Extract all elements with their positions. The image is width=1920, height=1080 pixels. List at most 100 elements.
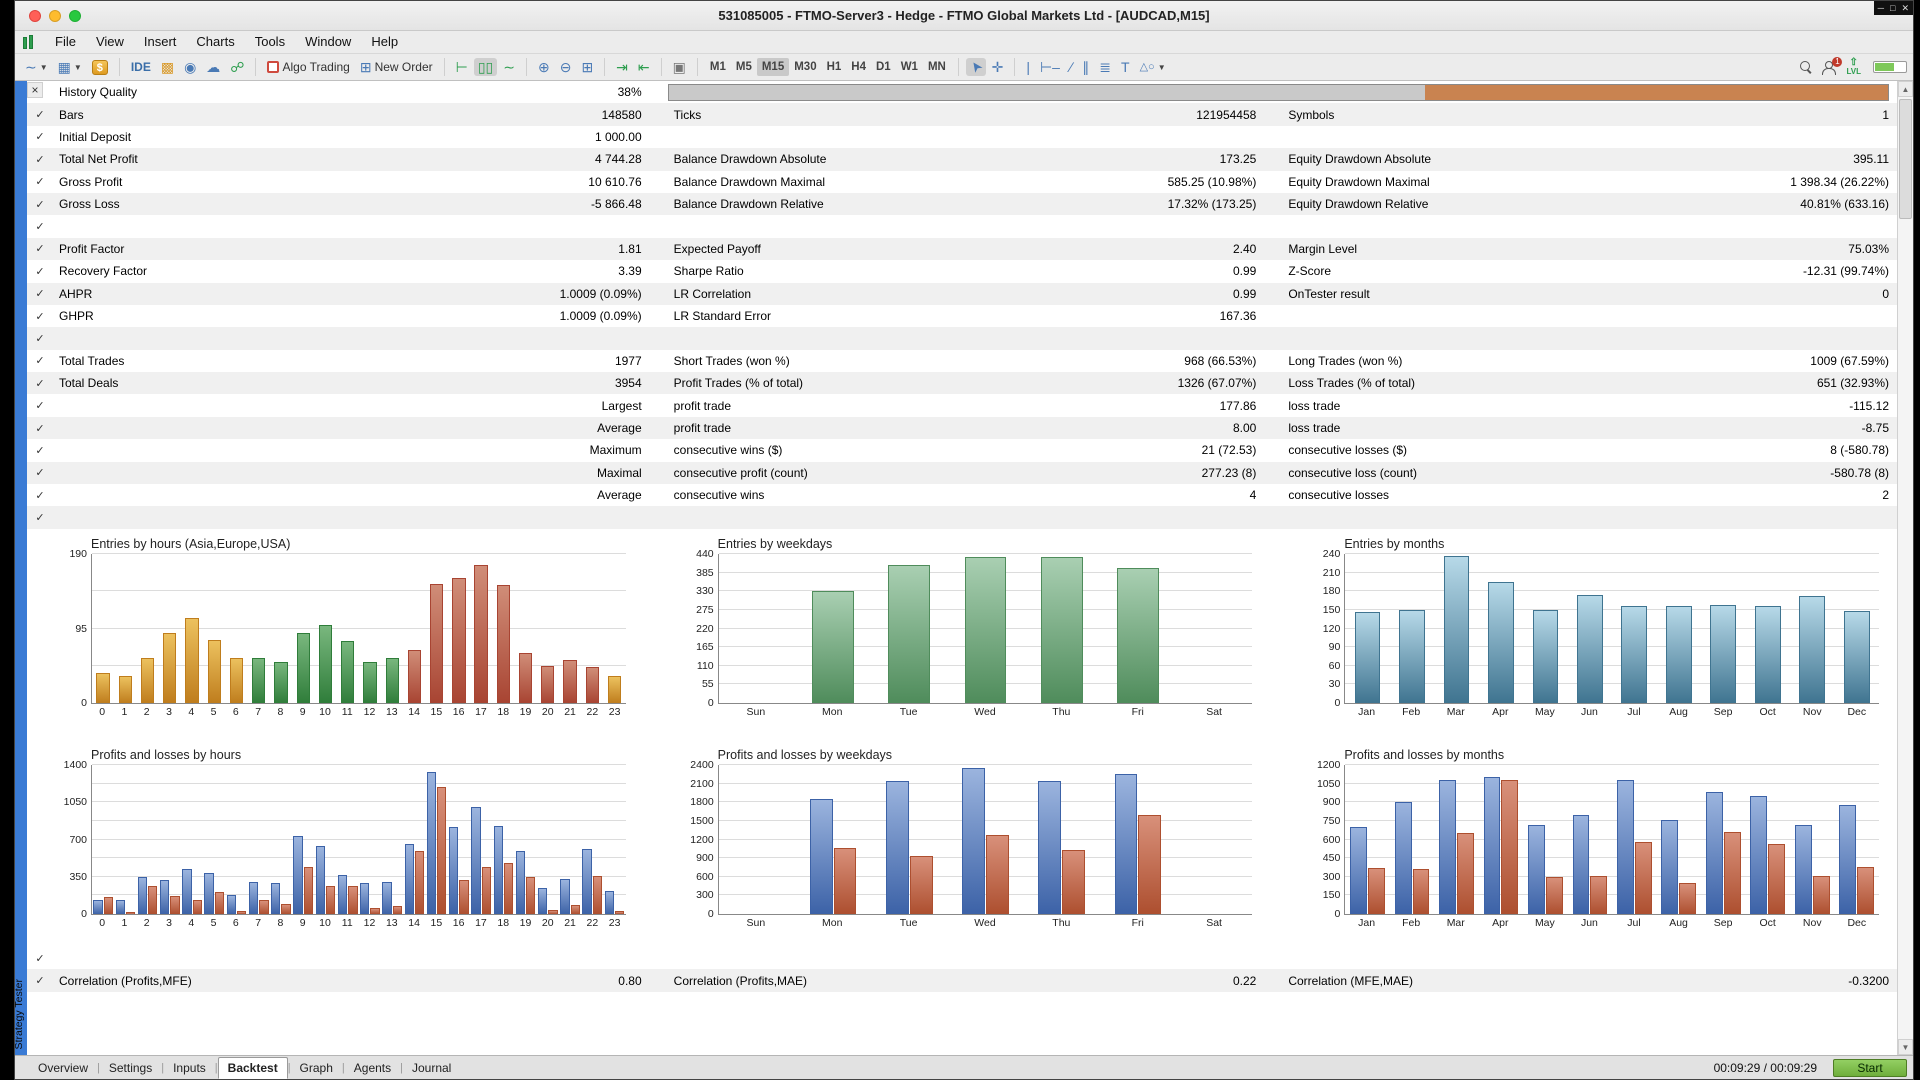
tab-inputs[interactable]: Inputs <box>173 1060 206 1075</box>
horizontal-line-button[interactable]: ⊢– <box>1036 58 1064 76</box>
chart-profile-button[interactable]: ▦ ▼ <box>54 58 86 76</box>
auto-scroll-button[interactable]: ⇤ <box>634 58 654 76</box>
gridline <box>1345 608 1879 610</box>
scroll-up-icon[interactable]: ▲ <box>1898 81 1913 97</box>
timeframe-h1[interactable]: H1 <box>826 61 842 73</box>
row-checkmark-icon[interactable]: ✓ <box>35 176 45 189</box>
menu-item-window[interactable]: Window <box>305 34 352 49</box>
tick-chart-button[interactable]: ⊢ <box>452 58 472 76</box>
timeframe-m15[interactable]: M15 <box>756 58 790 76</box>
row-checkmark-icon[interactable]: ✓ <box>35 310 45 323</box>
timeframe-mn[interactable]: MN <box>927 61 946 73</box>
level-button[interactable]: ⇧ LVL <box>1842 56 1865 78</box>
crosshair-button[interactable]: ✛ <box>988 58 1008 76</box>
ide-button[interactable]: IDE <box>130 60 151 74</box>
minimize-icon[interactable]: ─ <box>1877 3 1885 13</box>
row-checkmark-icon[interactable]: ✓ <box>35 444 45 457</box>
row-checkmark-icon[interactable]: ✓ <box>35 221 45 234</box>
vertical-line-button[interactable]: | <box>1022 58 1034 76</box>
tab-backtest[interactable]: Backtest <box>217 1057 288 1079</box>
row-checkmark-icon[interactable]: ✓ <box>35 975 45 988</box>
menu-item-view[interactable]: View <box>95 34 124 49</box>
cursor-button[interactable]: ➤ <box>966 58 986 77</box>
zoom-traffic-light[interactable] <box>69 9 81 22</box>
row-checkmark-icon[interactable]: ✓ <box>35 153 45 166</box>
scroll-down-icon[interactable]: ▼ <box>1898 1039 1913 1055</box>
row-checkmark-icon[interactable]: ✓ <box>35 952 45 965</box>
bar-usa <box>407 650 422 703</box>
new-chart-button[interactable]: ∼ ▼ <box>21 58 52 76</box>
row-checkmark-icon[interactable]: ✓ <box>35 265 45 278</box>
minimize-traffic-light[interactable] <box>49 9 61 22</box>
timeframe-m1[interactable]: M1 <box>709 61 726 73</box>
bar-profit <box>1394 802 1412 914</box>
timeframe-m30[interactable]: M30 <box>794 61 817 73</box>
new-order-button[interactable]: ⊞ New Order <box>359 59 433 75</box>
zoom-in-icon: ⊕ <box>537 59 550 75</box>
profile-button[interactable]: 1 <box>1818 56 1843 76</box>
trendline-button[interactable]: ∕ <box>1066 58 1076 76</box>
close-icon[interactable]: ✕ <box>1901 3 1909 13</box>
screenshot-button[interactable]: ▣ <box>669 58 690 76</box>
tab-separator: | <box>161 1061 165 1074</box>
panel-close-button[interactable]: × <box>27 82 43 98</box>
timeframe-d1[interactable]: D1 <box>876 61 891 73</box>
fibonacci-button[interactable]: ≣ <box>1095 58 1115 76</box>
stat-cell: Profit Factor 1.81 <box>53 238 668 260</box>
scrollbar-thumb[interactable] <box>1899 99 1912 219</box>
traffic-lights <box>29 9 81 22</box>
bar-chart-button[interactable]: ▯▯ <box>473 58 498 76</box>
menu-item-file[interactable]: File <box>55 34 76 49</box>
y-axis-tick-label: 95 <box>75 622 87 635</box>
tab-graph[interactable]: Graph <box>299 1060 333 1075</box>
line-chart-mode-button[interactable]: ∼ <box>499 58 519 76</box>
row-checkmark-icon[interactable]: ✓ <box>35 288 45 301</box>
shapes-button[interactable]: △○ ▼ <box>1136 58 1170 76</box>
close-traffic-light[interactable] <box>29 9 41 22</box>
tile-windows-button[interactable]: ⊞ <box>577 58 597 76</box>
row-checkmark-icon[interactable]: ✓ <box>35 332 45 345</box>
row-checkmark-icon[interactable]: ✓ <box>35 377 45 390</box>
row-checkmark-icon[interactable]: ✓ <box>35 512 45 525</box>
algo-trading-button[interactable]: Algo Trading <box>263 58 353 76</box>
start-button[interactable]: Start <box>1833 1058 1907 1077</box>
menu-item-insert[interactable]: Insert <box>143 34 177 49</box>
row-checkmark-icon[interactable]: ✓ <box>35 109 45 122</box>
tab-settings[interactable]: Settings <box>108 1060 153 1075</box>
tab-journal[interactable]: Journal <box>411 1060 452 1075</box>
row-checkmark-icon[interactable]: ✓ <box>35 467 45 480</box>
vps-button[interactable]: ☍ <box>226 58 248 76</box>
menu-item-charts[interactable]: Charts <box>196 34 235 49</box>
menu-item-help[interactable]: Help <box>371 34 399 49</box>
text-tool-button[interactable]: T <box>1117 58 1134 76</box>
tab-agents[interactable]: Agents <box>353 1060 392 1075</box>
row-checkmark-icon[interactable]: ✓ <box>35 422 45 435</box>
row-checkmark-icon[interactable]: ✓ <box>35 131 45 144</box>
zoom-in-button[interactable]: ⊕ <box>534 58 554 76</box>
cloud-button[interactable]: ☁ <box>202 58 224 76</box>
market-button[interactable]: ▩ <box>157 58 178 76</box>
tab-overview[interactable]: Overview <box>38 1060 89 1075</box>
bar-profit <box>493 825 503 914</box>
vertical-scrollbar[interactable]: ▲ ▼ <box>1897 81 1913 1055</box>
row-checkmark-icon[interactable]: ✓ <box>35 400 45 413</box>
bar-default <box>1040 556 1083 703</box>
zoom-out-button[interactable]: ⊖ <box>556 58 576 76</box>
maximize-icon[interactable]: □ <box>1890 3 1896 13</box>
timeframe-m5[interactable]: M5 <box>735 61 752 73</box>
timeframe-h4[interactable]: H4 <box>851 61 866 73</box>
row-checkmark-icon[interactable]: ✓ <box>35 243 45 256</box>
shift-chart-button[interactable]: ⇥ <box>612 58 632 76</box>
menu-item-tools[interactable]: Tools <box>254 34 286 49</box>
bar-loss <box>325 885 336 914</box>
x-axis-tick-label: Dec <box>1847 706 1867 718</box>
row-checkmark-icon[interactable]: ✓ <box>35 489 45 502</box>
signals-button[interactable]: ◉ <box>180 58 200 76</box>
row-checkmark-icon[interactable]: ✓ <box>35 198 45 211</box>
row-checkmark-icon[interactable]: ✓ <box>35 355 45 368</box>
timeframe-w1[interactable]: W1 <box>900 61 918 73</box>
channel-button[interactable]: ∥ <box>1078 58 1093 76</box>
search-button[interactable] <box>1796 59 1816 75</box>
market-watch-button[interactable]: $ <box>88 58 112 77</box>
x-axis-tick-label: 20 <box>541 917 554 929</box>
